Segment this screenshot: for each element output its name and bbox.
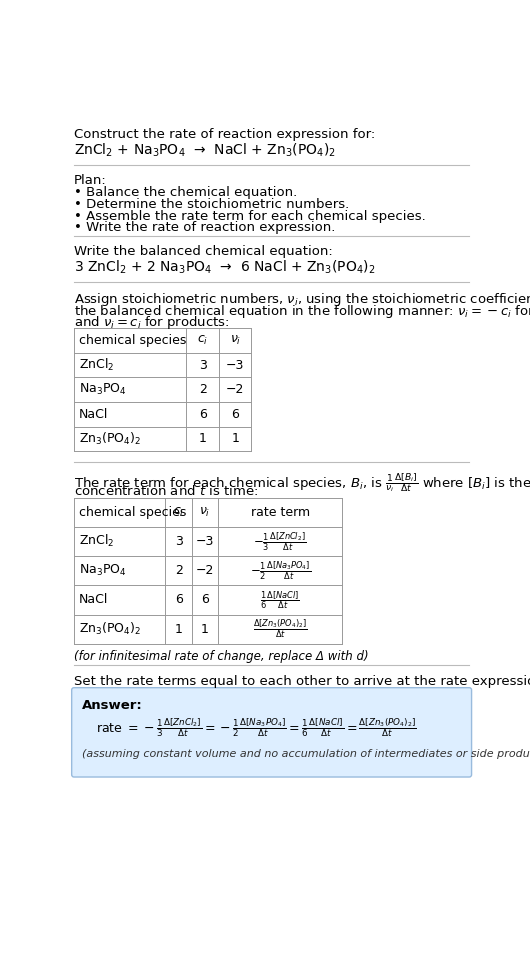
- Text: the balanced chemical equation in the following manner: $\nu_i = -c_i$ for react: the balanced chemical equation in the fo…: [74, 303, 530, 320]
- Text: ZnCl$_2$ + Na$_3$PO$_4$  →  NaCl + Zn$_3$(PO$_4$)$_2$: ZnCl$_2$ + Na$_3$PO$_4$ → NaCl + Zn$_3$(…: [74, 142, 336, 159]
- Text: −3: −3: [196, 535, 214, 548]
- Text: 1: 1: [199, 432, 207, 445]
- Text: −3: −3: [226, 358, 244, 372]
- Text: ZnCl$_2$: ZnCl$_2$: [78, 533, 114, 549]
- Text: ZnCl$_2$: ZnCl$_2$: [78, 357, 114, 373]
- Text: $\frac{\Delta[Zn_3(PO_4)_2]}{\Delta t}$: $\frac{\Delta[Zn_3(PO_4)_2]}{\Delta t}$: [253, 618, 307, 640]
- Text: Construct the rate of reaction expression for:: Construct the rate of reaction expressio…: [74, 128, 375, 141]
- Text: 6: 6: [199, 408, 207, 421]
- Text: 6: 6: [175, 593, 182, 606]
- Text: $-\frac{1}{2}\frac{\Delta[Na_3PO_4]}{\Delta t}$: $-\frac{1}{2}\frac{\Delta[Na_3PO_4]}{\De…: [250, 559, 311, 582]
- Text: −2: −2: [226, 384, 244, 396]
- Text: The rate term for each chemical species, $B_i$, is $\frac{1}{\nu_i}\frac{\Delta[: The rate term for each chemical species,…: [74, 471, 530, 494]
- Text: (for infinitesimal rate of change, replace Δ with d): (for infinitesimal rate of change, repla…: [74, 650, 369, 663]
- Text: and $\nu_i = c_i$ for products:: and $\nu_i = c_i$ for products:: [74, 314, 229, 331]
- Text: • Determine the stoichiometric numbers.: • Determine the stoichiometric numbers.: [74, 198, 349, 211]
- Text: 1: 1: [201, 623, 209, 635]
- Text: $c_i$: $c_i$: [173, 506, 184, 518]
- Text: 3: 3: [175, 535, 182, 548]
- Text: Na$_3$PO$_4$: Na$_3$PO$_4$: [78, 563, 126, 578]
- Text: NaCl: NaCl: [78, 593, 108, 606]
- FancyBboxPatch shape: [72, 688, 472, 777]
- Text: $\nu_i$: $\nu_i$: [199, 506, 210, 518]
- Text: 6: 6: [201, 593, 209, 606]
- Text: $c_i$: $c_i$: [197, 334, 208, 347]
- Text: Set the rate terms equal to each other to arrive at the rate expression:: Set the rate terms equal to each other t…: [74, 674, 530, 688]
- Text: $\nu_i$: $\nu_i$: [229, 334, 241, 347]
- Text: Assign stoichiometric numbers, $\nu_i$, using the stoichiometric coefficients, $: Assign stoichiometric numbers, $\nu_i$, …: [74, 291, 530, 308]
- Text: (assuming constant volume and no accumulation of intermediates or side products): (assuming constant volume and no accumul…: [82, 749, 530, 758]
- Text: 6: 6: [231, 408, 239, 421]
- Text: Write the balanced chemical equation:: Write the balanced chemical equation:: [74, 245, 333, 258]
- Text: Plan:: Plan:: [74, 174, 107, 187]
- Text: NaCl: NaCl: [78, 408, 108, 421]
- Text: • Balance the chemical equation.: • Balance the chemical equation.: [74, 186, 297, 199]
- Text: $-\frac{1}{3}\frac{\Delta[ZnCl_2]}{\Delta t}$: $-\frac{1}{3}\frac{\Delta[ZnCl_2]}{\Delt…: [253, 530, 307, 552]
- Text: chemical species: chemical species: [78, 334, 186, 346]
- Text: Answer:: Answer:: [82, 699, 143, 712]
- Text: 3: 3: [199, 358, 207, 372]
- Text: −2: −2: [196, 564, 214, 577]
- Text: 1: 1: [231, 432, 239, 445]
- Text: 3 ZnCl$_2$ + 2 Na$_3$PO$_4$  →  6 NaCl + Zn$_3$(PO$_4$)$_2$: 3 ZnCl$_2$ + 2 Na$_3$PO$_4$ → 6 NaCl + Z…: [74, 259, 376, 276]
- Text: concentration and $t$ is time:: concentration and $t$ is time:: [74, 484, 258, 498]
- Text: rate $= -\frac{1}{3}\frac{\Delta[ZnCl_2]}{\Delta t} = -\frac{1}{2}\frac{\Delta[N: rate $= -\frac{1}{3}\frac{\Delta[ZnCl_2]…: [96, 716, 417, 739]
- Text: Zn$_3$(PO$_4$)$_2$: Zn$_3$(PO$_4$)$_2$: [78, 431, 141, 447]
- Text: rate term: rate term: [251, 506, 310, 518]
- Text: • Assemble the rate term for each chemical species.: • Assemble the rate term for each chemic…: [74, 210, 426, 223]
- Text: Na$_3$PO$_4$: Na$_3$PO$_4$: [78, 383, 126, 397]
- Text: 2: 2: [175, 564, 182, 577]
- Text: 2: 2: [199, 384, 207, 396]
- Text: 1: 1: [175, 623, 182, 635]
- Text: $\frac{1}{6}\frac{\Delta[NaCl]}{\Delta t}$: $\frac{1}{6}\frac{\Delta[NaCl]}{\Delta t…: [260, 590, 300, 611]
- Text: Zn$_3$(PO$_4$)$_2$: Zn$_3$(PO$_4$)$_2$: [78, 621, 141, 637]
- Text: chemical species: chemical species: [78, 506, 186, 518]
- Text: • Write the rate of reaction expression.: • Write the rate of reaction expression.: [74, 222, 335, 234]
